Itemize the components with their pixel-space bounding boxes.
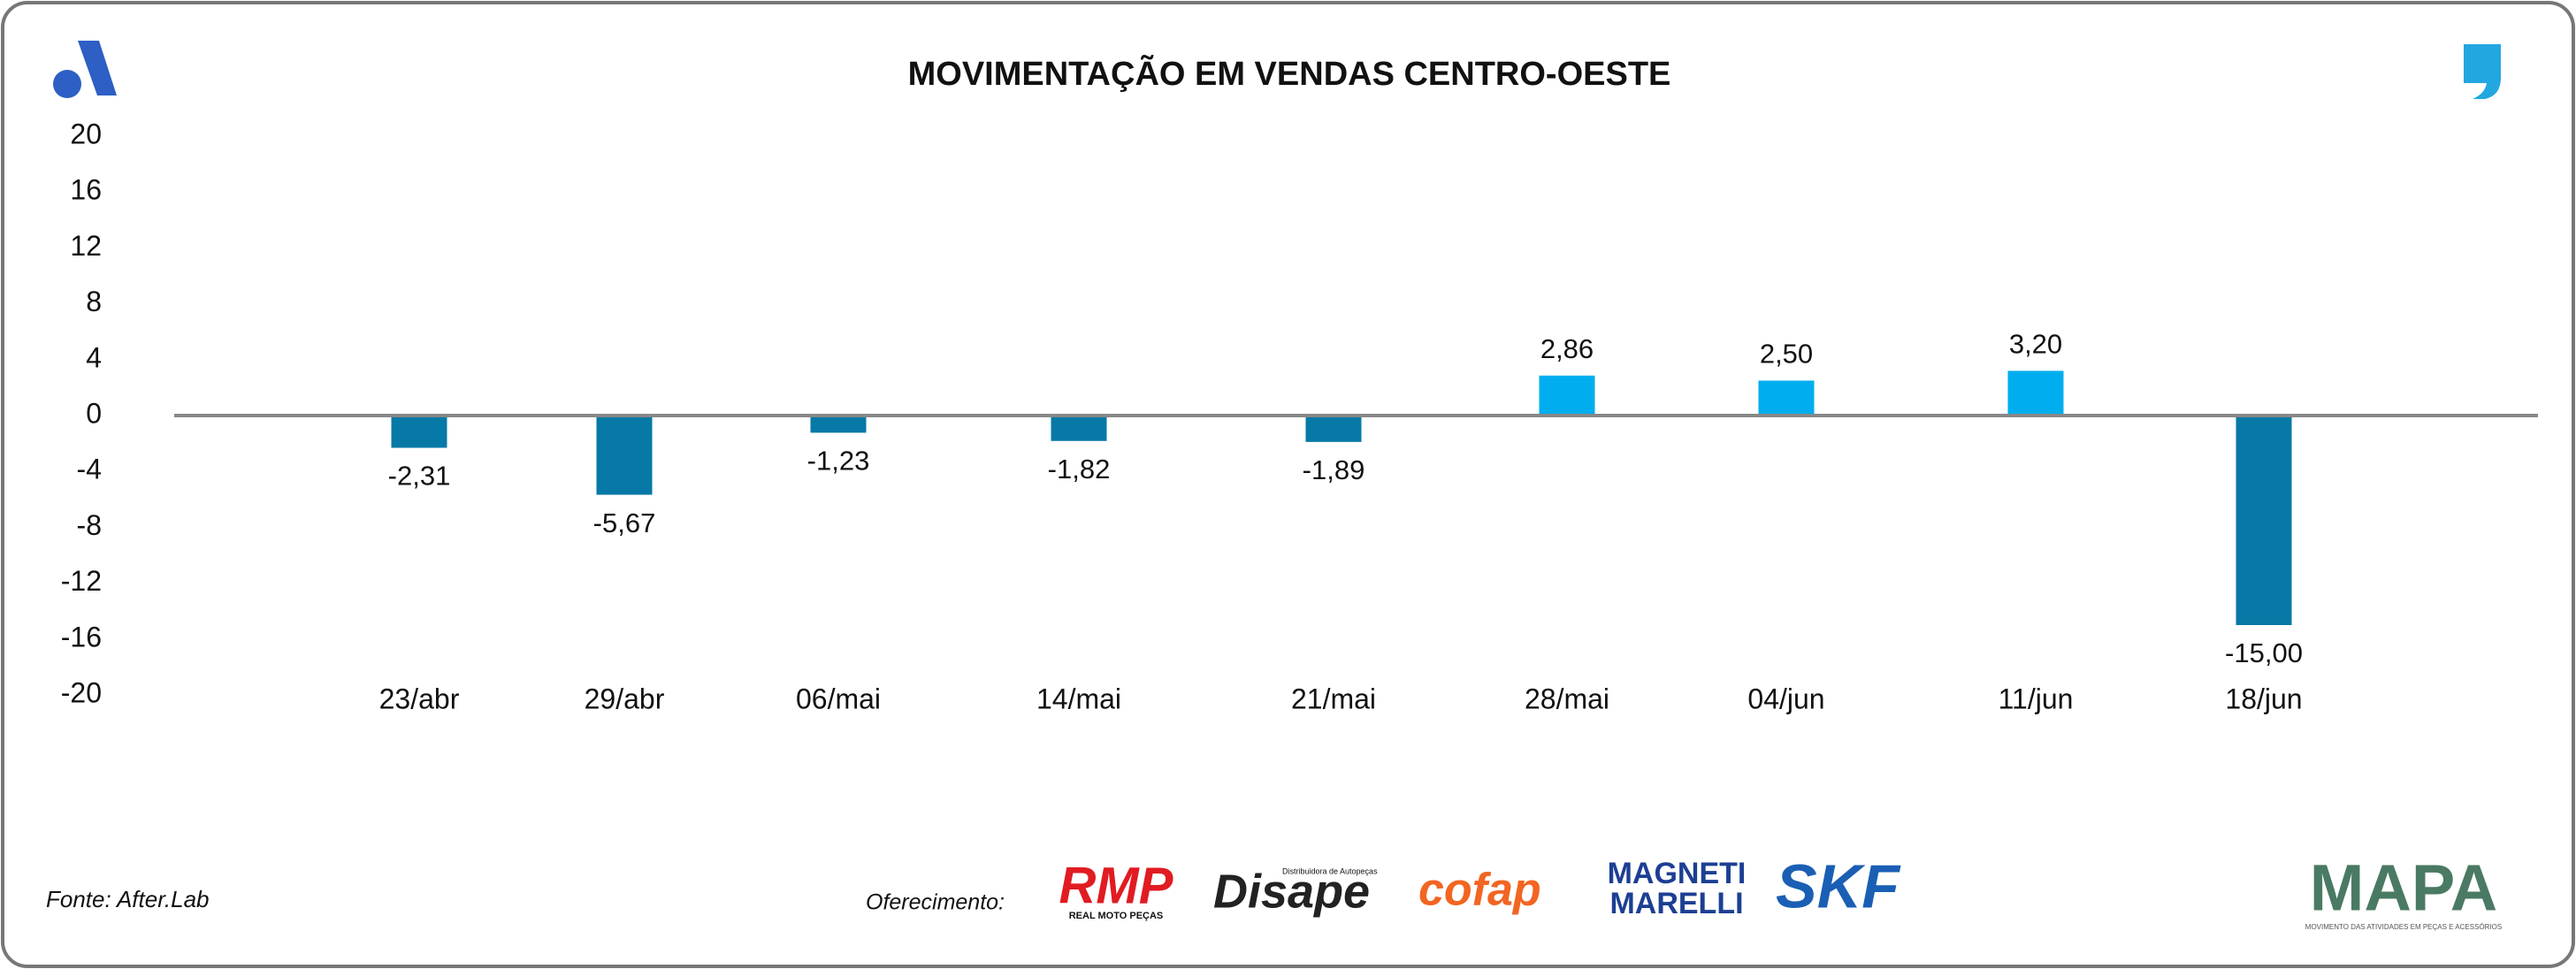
- bar: [596, 416, 653, 495]
- x-tick-label: 18/jun: [2225, 683, 2302, 714]
- sponsor-logo: Distribuidora de Autopeças: [1282, 866, 1378, 875]
- sponsor-logos: RMP REAL MOTO PEÇAS Disape Distribuidora…: [1059, 851, 1902, 920]
- bar: [2236, 416, 2292, 625]
- x-tick-label: 29/abr: [585, 683, 665, 714]
- sponsor-logo: SKF: [1776, 851, 1901, 920]
- quote-icon: [2464, 44, 2501, 99]
- sponsor-logo: Disape: [1213, 865, 1370, 918]
- value-label: 2,50: [1760, 339, 1813, 370]
- y-tick-label: 12: [70, 230, 102, 262]
- x-tick-label: 28/mai: [1525, 683, 1609, 714]
- corner-logo: [53, 41, 117, 98]
- y-tick-label: 0: [86, 397, 102, 429]
- x-tick-label: 04/jun: [1747, 683, 1824, 714]
- value-label: -15,00: [2225, 637, 2303, 668]
- x-tick-label: 14/mai: [1036, 683, 1121, 714]
- bar: [1539, 375, 1595, 416]
- value-label: -2,31: [388, 461, 451, 492]
- x-tick-label: 23/abr: [379, 683, 460, 714]
- sponsor-logo: REAL MOTO PEÇAS: [1069, 911, 1164, 921]
- y-tick-label: -16: [61, 621, 102, 652]
- sponsor-logo: MARELLI: [1609, 887, 1743, 920]
- sponsor-logo: cofap: [1418, 865, 1541, 916]
- bar: [1758, 380, 1815, 416]
- value-label: 2,86: [1540, 333, 1594, 364]
- y-tick-label: -20: [61, 676, 102, 708]
- bar: [810, 416, 867, 433]
- value-label: -1,89: [1303, 454, 1365, 485]
- bar: [1305, 416, 1362, 442]
- y-tick-label: -4: [77, 454, 102, 485]
- y-tick-label: 4: [86, 341, 102, 373]
- bar: [1051, 416, 1107, 441]
- source: Fonte: After.Lab: [46, 886, 210, 912]
- x-tick-label: 11/jun: [1999, 683, 2074, 714]
- chart-title: MOVIMENTAÇÃO EM VENDAS CENTRO-OESTE: [908, 54, 1671, 93]
- value-label: 3,20: [2009, 329, 2062, 360]
- y-tick-label: 20: [70, 118, 102, 149]
- value-label: -1,82: [1048, 454, 1111, 484]
- y-tick-label: -8: [77, 509, 102, 541]
- x-tick-label: 21/mai: [1291, 683, 1376, 714]
- value-label: -5,67: [593, 507, 656, 538]
- y-tick-label: 8: [86, 286, 102, 317]
- brand-tagline: MOVIMENTO DAS ATIVIDADES EM PEÇAS E ACES…: [2305, 923, 2502, 931]
- y-tick-label: -12: [61, 565, 102, 597]
- x-tick-label: 06/mai: [796, 683, 881, 714]
- sponsor-label: Oferecimento:: [866, 890, 1005, 915]
- bar: [391, 416, 447, 448]
- sponsor-logo: MAGNETI: [1608, 857, 1747, 890]
- brand-logo: MAPA: [2310, 851, 2497, 925]
- bar: [2007, 370, 2064, 416]
- sponsor-logo: RMP: [1059, 857, 1173, 914]
- value-label: -1,23: [807, 446, 870, 477]
- y-tick-label: 16: [70, 174, 102, 206]
